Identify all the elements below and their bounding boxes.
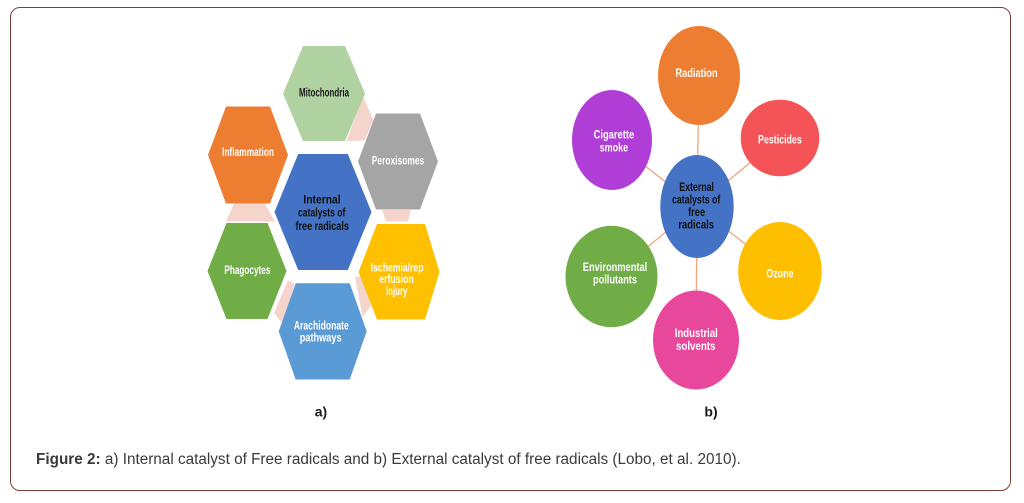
svg-text:Cigarette: Cigarette xyxy=(594,128,635,142)
svg-text:free: free xyxy=(688,205,705,219)
svg-text:a): a) xyxy=(315,404,327,420)
svg-text:free radicals: free radicals xyxy=(296,219,350,233)
svg-text:catalysts of: catalysts of xyxy=(298,206,346,220)
svg-text:pollutants: pollutants xyxy=(593,273,637,287)
svg-text:injury: injury xyxy=(386,284,408,298)
svg-text:Pesticides: Pesticides xyxy=(758,132,802,146)
svg-text:Environmental: Environmental xyxy=(583,260,647,274)
svg-text:Ischemia/rep: Ischemia/rep xyxy=(371,261,424,275)
svg-text:erfusion: erfusion xyxy=(379,272,414,286)
svg-text:Mitochondria: Mitochondria xyxy=(299,86,349,100)
svg-text:pathways: pathways xyxy=(300,330,342,344)
svg-text:radicals: radicals xyxy=(678,217,714,231)
svg-text:Inflammation: Inflammation xyxy=(222,145,274,159)
svg-text:Internal: Internal xyxy=(303,193,340,207)
svg-text:Arachidonate: Arachidonate xyxy=(294,319,349,333)
svg-text:Ozone: Ozone xyxy=(766,267,793,281)
svg-text:solvents: solvents xyxy=(676,339,716,353)
svg-text:Industrial: Industrial xyxy=(675,326,718,340)
svg-text:catalysts of: catalysts of xyxy=(672,193,721,207)
svg-text:Phagocytes: Phagocytes xyxy=(224,263,270,277)
svg-text:External: External xyxy=(679,180,714,194)
svg-text:smoke: smoke xyxy=(600,140,629,154)
svg-text:Radiation: Radiation xyxy=(675,66,717,80)
svg-text:Peroxisomes: Peroxisomes xyxy=(372,154,425,168)
svg-text:b): b) xyxy=(704,404,717,420)
